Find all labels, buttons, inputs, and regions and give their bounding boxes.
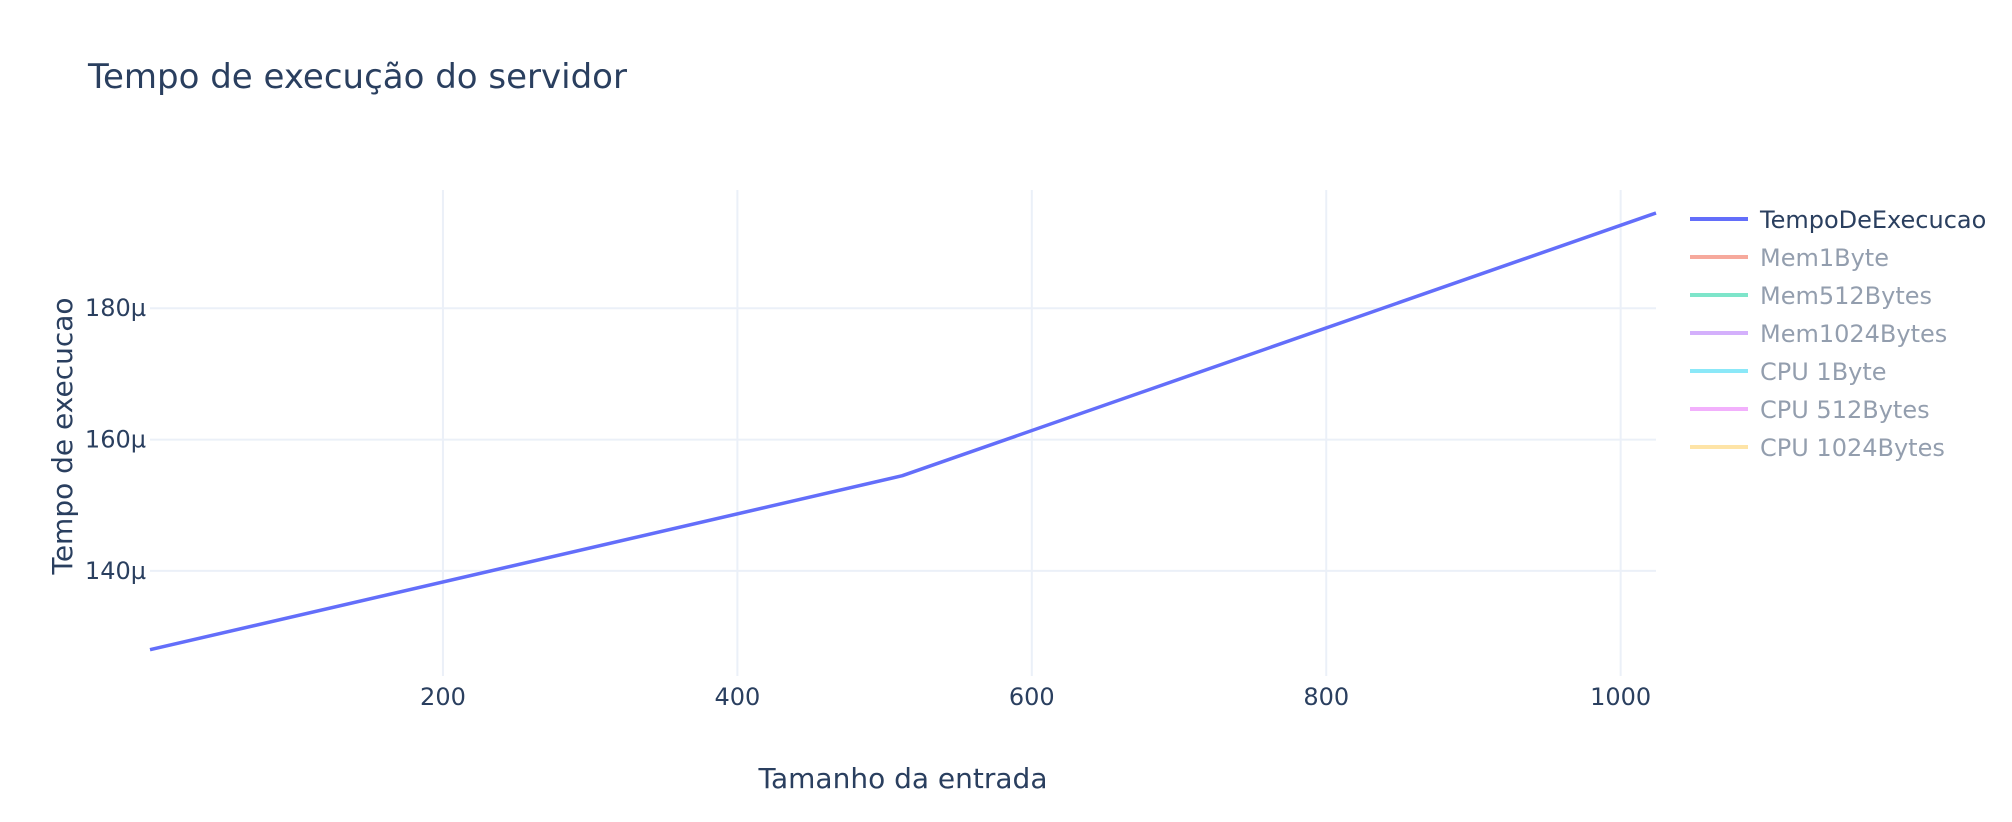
legend-item[interactable]: CPU 1024Bytes [1690,434,1945,462]
legend-item[interactable]: CPU 512Bytes [1690,396,1930,424]
series-lines [149,211,1657,652]
legend-label: CPU 1024Bytes [1760,434,1945,462]
legend-label: Mem1024Bytes [1760,320,1947,348]
y-tick-label: 180µ [85,294,146,322]
legend-item[interactable]: TempoDeExecucao [1690,206,1986,234]
y-axis-title: Tempo de execucao [46,297,79,575]
x-tick-label: 800 [1303,683,1349,711]
chart-title: Tempo de execução do servidor [87,57,627,97]
x-tick-label: 200 [420,683,466,711]
y-axis-ticks: 140µ 160µ 180µ [85,294,146,585]
legend-label: CPU 1Byte [1760,358,1887,386]
legend-item[interactable]: CPU 1Byte [1690,358,1887,386]
gridlines [150,190,1656,676]
y-tick-label: 160µ [85,426,146,454]
x-axis-title: Tamanho da entrada [758,762,1048,795]
legend-item[interactable]: Mem1Byte [1690,244,1889,272]
x-tick-label: 600 [1009,683,1055,711]
legend: TempoDeExecucao Mem1Byte Mem512Bytes Mem102… [1690,206,1986,462]
legend-label: CPU 512Bytes [1760,396,1930,424]
x-tick-label: 400 [714,683,760,711]
legend-label: Mem1Byte [1760,244,1889,272]
legend-item[interactable]: Mem1024Bytes [1690,320,1947,348]
x-tick-label: 1000 [1590,683,1651,711]
y-tick-label: 140µ [85,557,146,585]
legend-label: Mem512Bytes [1760,282,1932,310]
series-line [149,211,1657,652]
x-axis-ticks: 200 400 600 800 1000 [420,683,1651,711]
legend-item[interactable]: Mem512Bytes [1690,282,1932,310]
legend-label: TempoDeExecucao [1759,206,1986,234]
